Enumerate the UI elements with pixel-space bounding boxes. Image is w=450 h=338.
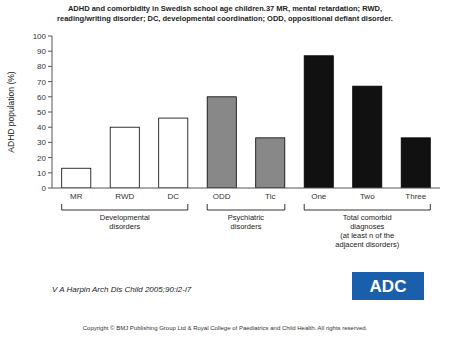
y-tick-label: 40 <box>37 123 46 132</box>
group-label-line: Developmental <box>100 213 150 222</box>
y-tick-label: 50 <box>37 108 46 117</box>
y-tick-label: 70 <box>37 78 46 87</box>
title-line: ADHD and comorbidity in Swedish school a… <box>68 4 382 13</box>
group-bracket <box>304 204 430 210</box>
logo-box <box>352 272 424 300</box>
bar <box>62 168 91 188</box>
y-tick-label: 30 <box>37 138 46 147</box>
group-bracket <box>62 204 188 210</box>
y-tick-label: 0 <box>42 184 47 193</box>
bars <box>62 56 431 188</box>
group-label-line: disorders <box>109 222 140 231</box>
group-label: Psychiatricdisorders <box>228 213 265 231</box>
y-tick <box>48 81 52 82</box>
bar <box>304 56 333 188</box>
y-tick <box>48 112 52 113</box>
y-tick-label: 90 <box>37 47 46 56</box>
bar <box>159 118 188 188</box>
y-axis <box>52 36 53 188</box>
bar <box>207 97 236 188</box>
y-tick <box>48 142 52 143</box>
x-tick-label: One <box>311 192 327 201</box>
y-tick <box>48 96 52 97</box>
y-tick-label: 60 <box>37 93 46 102</box>
y-tick <box>48 51 52 52</box>
x-tick-label: Three <box>405 192 426 201</box>
y-axis-label: ADHD population (%) <box>6 71 16 152</box>
group-bracket <box>207 204 285 210</box>
citation: V A Harpin Arch Dis Child 2005;90:i2-i7 <box>52 285 192 294</box>
x-tick-label: ODD <box>213 192 231 201</box>
x-tick-label: Tic <box>265 192 275 201</box>
y-tick <box>48 157 52 158</box>
footer: Copyright © BMJ Publishing Group Ltd & R… <box>83 325 368 331</box>
bar <box>256 138 285 188</box>
y-tick <box>48 36 52 37</box>
logo-text: ADC <box>370 277 407 296</box>
x-tick-label: DC <box>167 192 179 201</box>
y-tick-label: 10 <box>37 169 46 178</box>
group-label-line: Total comorbid <box>343 213 392 222</box>
group-label-line: adjacent disorders) <box>335 240 399 249</box>
bar <box>401 138 430 188</box>
x-tick-label: RWD <box>115 192 134 201</box>
bar <box>110 127 139 188</box>
y-tick-label: 100 <box>33 32 47 41</box>
group-label: Developmentaldisorders <box>100 213 150 231</box>
x-axis <box>52 188 440 189</box>
chart: ADHD and comorbidity in Swedish school a… <box>0 0 450 338</box>
y-tick-label: 80 <box>37 62 46 71</box>
group-label-line: diagnoses <box>350 222 384 231</box>
title: ADHD and comorbidity in Swedish school a… <box>57 4 393 23</box>
x-tick-label: MR <box>70 192 83 201</box>
y-tick <box>48 188 52 189</box>
group-label: Total comorbiddiagnoses(at least n of th… <box>335 213 399 249</box>
y-tick <box>48 127 52 128</box>
group-label-line: Psychiatric <box>228 213 265 222</box>
bar <box>353 86 382 188</box>
y-tick-label: 20 <box>37 154 46 163</box>
y-tick <box>48 66 52 67</box>
group-label-line: disorders <box>231 222 262 231</box>
y-tick <box>48 172 52 173</box>
title-line: reading/writing disorder; DC, developmen… <box>57 14 393 23</box>
group-label-line: (at least n of the <box>340 231 394 240</box>
x-tick-label: Two <box>360 192 375 201</box>
